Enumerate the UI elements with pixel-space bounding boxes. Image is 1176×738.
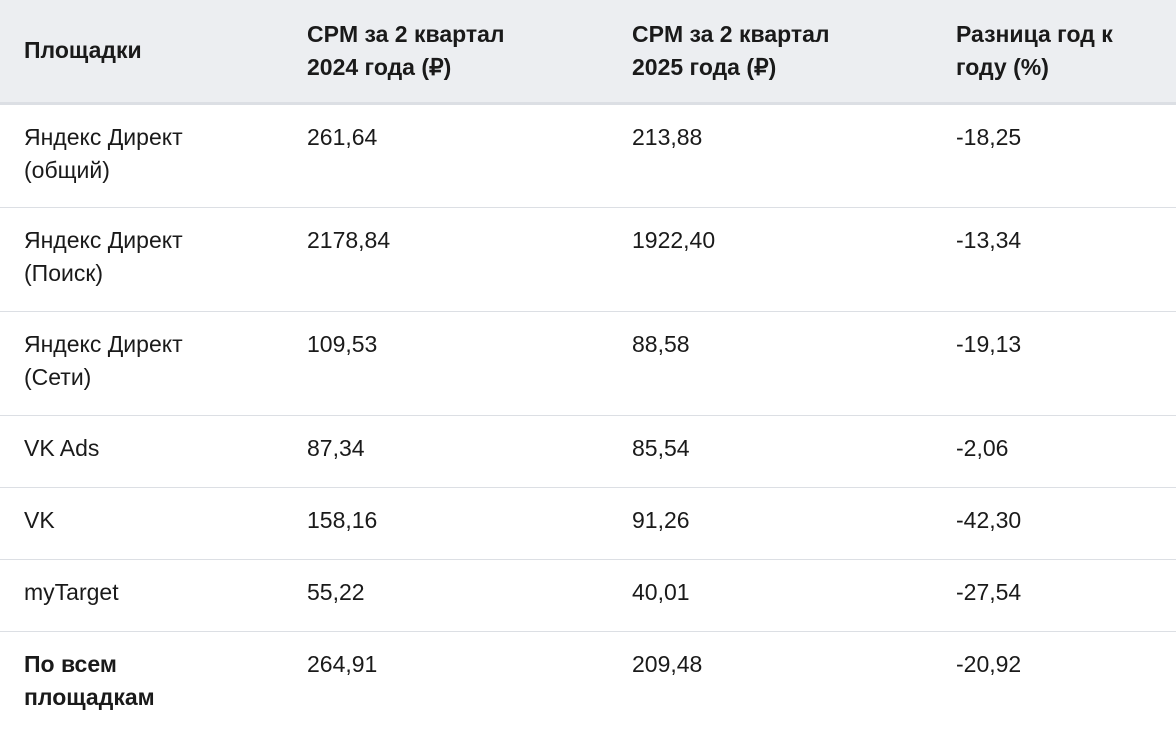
cell-text: Яндекс Директ (общий) bbox=[24, 123, 183, 183]
cell-text: -13,34 bbox=[956, 226, 1022, 253]
table-row: Яндекс Директ (Поиск) 2178,84 1922,40 -13,3… bbox=[0, 207, 1176, 312]
header-cell: CPM за 2 квартал 2025 года (₽) bbox=[608, 0, 932, 105]
cell-text: 209,48 bbox=[632, 650, 703, 677]
cell-text: 213,88 bbox=[632, 123, 703, 150]
table-row: VK 158,16 91,26 -42,30 bbox=[0, 487, 1176, 560]
value-cell: 209,48 bbox=[608, 631, 932, 735]
value-cell: 88,58 bbox=[608, 311, 932, 416]
value-cell: 213,88 bbox=[608, 103, 932, 208]
header-cell: Разница год к году (%) bbox=[932, 0, 1176, 105]
cell-text: VK bbox=[24, 506, 55, 533]
value-cell: 2178,84 bbox=[283, 207, 608, 312]
cell-text: myTarget bbox=[24, 578, 119, 605]
table-row: По всем площадкам 264,91 209,48 -20,92 bbox=[0, 631, 1176, 735]
cell-text: 40,01 bbox=[632, 578, 690, 605]
cell-text: Яндекс Директ (Сети) bbox=[24, 330, 183, 390]
cell-text: По всем площадкам bbox=[24, 650, 155, 710]
cell-text: -20,92 bbox=[956, 650, 1022, 677]
value-cell: 1922,40 bbox=[608, 207, 932, 312]
cell-text: 109,53 bbox=[307, 330, 378, 357]
platform-cell: По всем площадкам bbox=[0, 631, 283, 735]
value-cell: 109,53 bbox=[283, 311, 608, 416]
value-cell: -27,54 bbox=[932, 559, 1176, 632]
cell-text: -2,06 bbox=[956, 434, 1009, 461]
cell-text: 264,91 bbox=[307, 650, 378, 677]
platform-cell: VK bbox=[0, 487, 283, 560]
cell-text: -18,25 bbox=[956, 123, 1022, 150]
header-text: Разница год к году (%) bbox=[956, 20, 1113, 80]
cell-text: 88,58 bbox=[632, 330, 690, 357]
value-cell: 40,01 bbox=[608, 559, 932, 632]
value-cell: -42,30 bbox=[932, 487, 1176, 560]
table-row: Яндекс Директ (общий) 261,64 213,88 -18,25 bbox=[0, 103, 1176, 208]
platform-cell: VK Ads bbox=[0, 415, 283, 488]
table-row: Яндекс Директ (Сети) 109,53 88,58 -19,13 bbox=[0, 311, 1176, 416]
value-cell: -19,13 bbox=[932, 311, 1176, 416]
header-cell: CPM за 2 квартал 2024 года (₽) bbox=[283, 0, 608, 105]
platform-cell: Яндекс Директ (Поиск) bbox=[0, 207, 283, 312]
cell-text: -42,30 bbox=[956, 506, 1022, 533]
table-row: VK Ads 87,34 85,54 -2,06 bbox=[0, 415, 1176, 488]
value-cell: 55,22 bbox=[283, 559, 608, 632]
cell-text: -27,54 bbox=[956, 578, 1022, 605]
cell-text: 85,54 bbox=[632, 434, 690, 461]
cell-text: 87,34 bbox=[307, 434, 365, 461]
header-text: CPM за 2 квартал 2025 года (₽) bbox=[632, 20, 830, 80]
value-cell: -13,34 bbox=[932, 207, 1176, 312]
cell-text: 2178,84 bbox=[307, 226, 391, 253]
cell-text: -19,13 bbox=[956, 330, 1022, 357]
value-cell: 91,26 bbox=[608, 487, 932, 560]
value-cell: -2,06 bbox=[932, 415, 1176, 488]
header-row: Площадки CPM за 2 квартал 2024 года (₽) CP… bbox=[0, 0, 1176, 105]
cell-text: 1922,40 bbox=[632, 226, 716, 253]
cell-text: Яндекс Директ (Поиск) bbox=[24, 226, 183, 286]
value-cell: 87,34 bbox=[283, 415, 608, 488]
header-text: Площадки bbox=[24, 37, 142, 64]
cell-text: VK Ads bbox=[24, 434, 100, 461]
table-row: myTarget 55,22 40,01 -27,54 bbox=[0, 559, 1176, 632]
platform-cell: Яндекс Директ (Сети) bbox=[0, 311, 283, 416]
value-cell: 158,16 bbox=[283, 487, 608, 560]
platform-cell: myTarget bbox=[0, 559, 283, 632]
cell-text: 91,26 bbox=[632, 506, 690, 533]
platform-cell: Яндекс Директ (общий) bbox=[0, 103, 283, 208]
value-cell: 85,54 bbox=[608, 415, 932, 488]
table-body: Яндекс Директ (общий) 261,64 213,88 -18,25 Я… bbox=[0, 103, 1176, 735]
header-cell: Площадки bbox=[0, 0, 283, 105]
cell-text: 158,16 bbox=[307, 506, 378, 533]
header-text: CPM за 2 квартал 2024 года (₽) bbox=[307, 20, 505, 80]
cell-text: 55,22 bbox=[307, 578, 365, 605]
value-cell: -18,25 bbox=[932, 103, 1176, 208]
value-cell: -20,92 bbox=[932, 631, 1176, 735]
cell-text: 261,64 bbox=[307, 123, 378, 150]
value-cell: 264,91 bbox=[283, 631, 608, 735]
value-cell: 261,64 bbox=[283, 103, 608, 208]
